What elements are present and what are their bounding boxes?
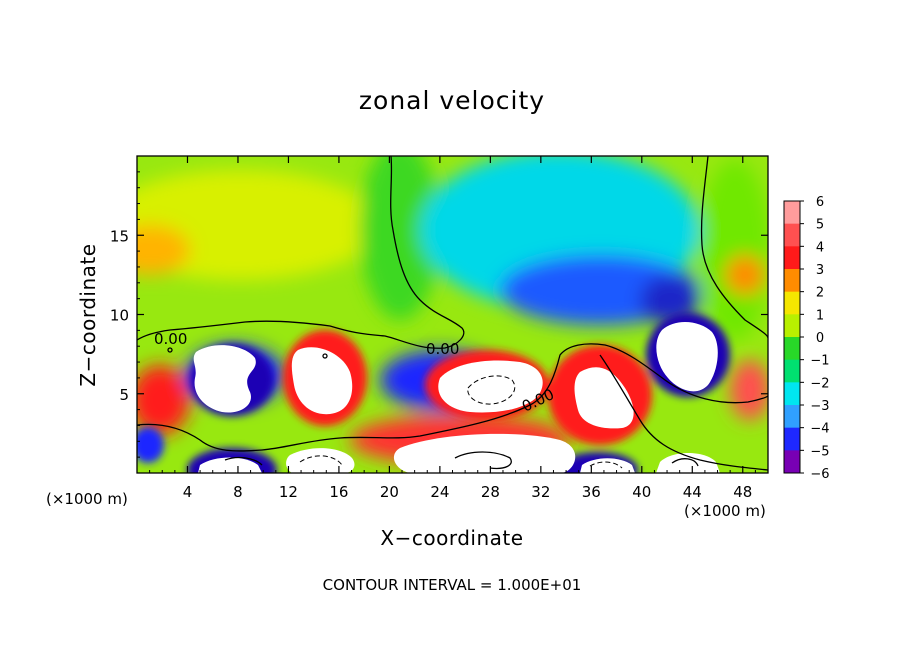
x-unit-label-left: (×1000 m)	[46, 490, 128, 508]
contour-label-left: 0.00	[154, 330, 187, 348]
contour-dashed-bottom-left	[299, 455, 343, 466]
x-axis-label: X−coordinate	[380, 526, 524, 550]
contour-dashed-27km	[467, 375, 516, 405]
colorbar-label: 2	[816, 286, 824, 301]
contour-zero-lower	[137, 343, 768, 452]
x-tick-label: 8	[233, 483, 243, 501]
x-tick-label: 44	[683, 483, 702, 501]
colorbar-label: −3	[810, 399, 829, 414]
contour-positive-bottom	[454, 451, 512, 470]
core-negative-left	[193, 345, 256, 413]
colorbar-segment	[784, 291, 800, 315]
x-tick-label: 16	[329, 483, 348, 501]
x-unit-label-right: (×1000 m)	[684, 502, 766, 520]
x-tick-label: 40	[632, 483, 651, 501]
core-bottom-far-left	[198, 457, 262, 473]
x-tick-label: 36	[582, 483, 601, 501]
contour-positive-bottom-left	[224, 456, 263, 466]
colorbar-label: −2	[810, 376, 829, 391]
colorbar-label: −6	[810, 467, 829, 482]
colorbar-segment	[784, 427, 800, 451]
colorbar-segment	[784, 337, 800, 361]
y-axis-label: Z−coordinate	[76, 243, 100, 387]
region-red-left-low	[137, 365, 190, 435]
contour-zero-right	[700, 156, 768, 339]
x-tick-label: 32	[531, 483, 550, 501]
x-tick-label: 20	[380, 483, 399, 501]
colorbar-label: 1	[816, 308, 824, 323]
colorbar-segment	[784, 269, 800, 293]
contour-label-center: 0.00	[426, 340, 459, 358]
x-tick-label: 24	[430, 483, 449, 501]
colorbar-label: −1	[810, 354, 829, 369]
x-tick-label: 48	[733, 483, 752, 501]
core-positive-15km	[291, 347, 353, 415]
contour-zero-main	[137, 156, 465, 349]
y-tick-label: 10	[110, 307, 129, 325]
core-negative-42km	[656, 321, 718, 392]
chart-title: zonal velocity	[358, 86, 546, 115]
colorbar-label: 5	[816, 218, 824, 233]
region-darkblue-upper-right	[640, 275, 700, 325]
colorbar: 6 5 4 3 2 1 0 −1 −2 −3 −4 −5 −6	[783, 195, 830, 482]
x-tick-label: 4	[183, 483, 193, 501]
colorbar-label: 0	[816, 331, 824, 346]
colorbar-segment	[784, 246, 800, 270]
core-bottom-right	[580, 458, 635, 473]
colorbar-label: 4	[816, 240, 824, 255]
core-positive-bottom	[393, 433, 576, 473]
y-tick-label: 5	[119, 386, 129, 404]
colorbar-label: −5	[810, 444, 829, 459]
core-positive-36km	[574, 367, 634, 429]
x-axis-ticks: 4 8 12 16 20 24 28 32 36 40 44 48	[149, 156, 756, 501]
contour-dashed-bottom-right	[589, 461, 623, 469]
velocity-field: 0.00 0.00 0.00	[137, 156, 768, 473]
colorbar-segment	[784, 405, 800, 429]
colorbar-segment	[784, 450, 800, 474]
y-tick-label: 15	[110, 227, 129, 245]
negative-contours	[299, 375, 623, 469]
contour-zero-dot-15km	[322, 353, 328, 359]
saturated-cores	[193, 321, 720, 473]
colorbar-segment	[784, 359, 800, 383]
region-orange-left	[137, 225, 190, 275]
contour-positive-bottom-right	[671, 458, 699, 467]
cell-negative-bottom-edge	[137, 427, 164, 463]
colorbar-segment	[784, 223, 800, 247]
contour-zero-right-lower	[599, 354, 768, 471]
region-green-center	[360, 156, 440, 320]
colorbar-segment	[784, 201, 800, 225]
colorbar-label: −4	[810, 422, 829, 437]
contour-zero-dot-left	[167, 347, 173, 353]
x-tick-label: 12	[279, 483, 298, 501]
zero-contours	[137, 156, 768, 471]
colorbar-segment	[784, 382, 800, 406]
x-tick-label: 28	[481, 483, 500, 501]
contour-interval-note: CONTOUR INTERVAL = 1.000E+01	[322, 576, 582, 594]
colorbar-label: 3	[816, 263, 824, 278]
colorbar-label: 6	[816, 195, 824, 210]
y-axis-ticks: 5 10 15	[110, 171, 768, 458]
region-orange-right	[725, 255, 765, 295]
region-red-right-low	[730, 360, 768, 420]
region-yellow-upper-left	[137, 170, 380, 280]
core-bottom-far-right	[656, 453, 720, 473]
core-positive-bottom-left	[286, 448, 355, 473]
region-green-right	[700, 160, 768, 340]
colorbar-segment	[784, 314, 800, 338]
core-positive-27km	[438, 360, 543, 413]
